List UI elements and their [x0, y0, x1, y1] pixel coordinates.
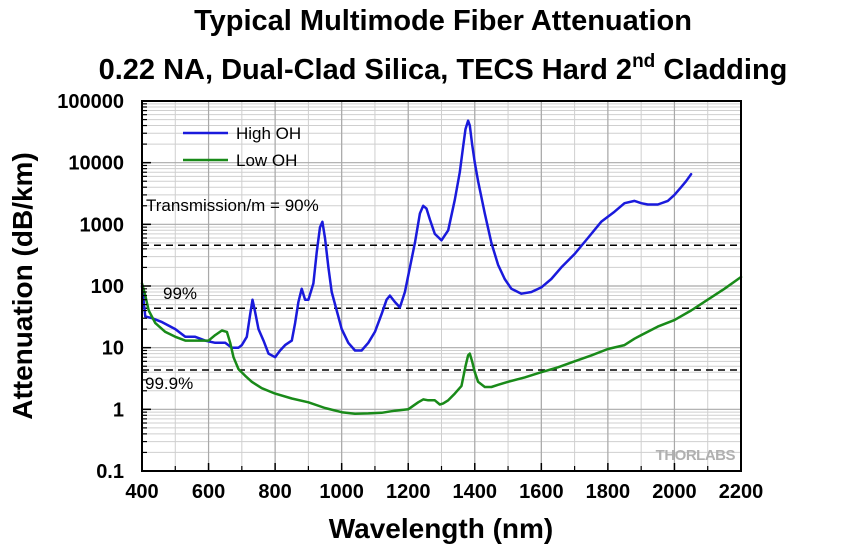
y-tick-label: 100 [91, 276, 124, 298]
x-axis-label: Wavelength (nm) [329, 513, 554, 544]
chart-subtitle: 0.22 NA, Dual-Clad Silica, TECS Hard 2nd… [99, 51, 788, 86]
series-line-low-oh [140, 275, 743, 415]
x-tick-label: 2000 [652, 481, 697, 503]
y-axis-label: Attenuation (dB/km) [7, 152, 38, 420]
x-tick-label: 2200 [719, 481, 764, 503]
x-tick-label: 1800 [586, 481, 631, 503]
thorlabs-logo: THORLABS [656, 447, 736, 464]
legend: High OH Low OH [183, 124, 301, 170]
y-tick-label: 1000 [80, 214, 125, 236]
x-tick-label: 600 [192, 481, 225, 503]
x-tick-label: 400 [125, 481, 158, 503]
x-tick-label: 1400 [453, 481, 498, 503]
axis-ticks [141, 100, 742, 472]
y-tick-label: 0.1 [96, 461, 124, 483]
legend-label-low-oh: Low OH [236, 151, 297, 170]
chart-subtitle-sup: nd [632, 51, 655, 72]
chart-subtitle-main: 0.22 NA, Dual-Clad Silica, TECS Hard 2 [99, 54, 632, 86]
x-tick-label: 1200 [386, 481, 431, 503]
x-tick-labels: 400 600 800 1000 1200 1400 1600 1800 2000 2200 [125, 481, 763, 503]
y-tick-labels: 0.1 1 10 100 1000 10000 100000 [57, 91, 124, 483]
ref-label-99-9: 99.9% [145, 374, 193, 393]
chart-subtitle-end: Cladding [655, 54, 787, 86]
chart-title: Typical Multimode Fiber Attenuation [194, 5, 692, 37]
series-line-high-oh [140, 119, 693, 359]
legend-label-high-oh: High OH [236, 124, 301, 143]
x-tick-label: 1600 [519, 481, 564, 503]
y-tick-label: 10000 [68, 153, 124, 175]
x-tick-label: 800 [258, 481, 291, 503]
ref-label-99: 99% [163, 284, 197, 303]
y-tick-label: 1 [113, 399, 124, 421]
ref-label-90: Transmission/m = 90% [146, 196, 319, 215]
y-tick-label: 100000 [57, 91, 124, 113]
series-layer [140, 119, 743, 415]
x-tick-label: 1000 [319, 481, 364, 503]
reference-lines [142, 244, 741, 371]
y-tick-label: 10 [102, 338, 124, 360]
